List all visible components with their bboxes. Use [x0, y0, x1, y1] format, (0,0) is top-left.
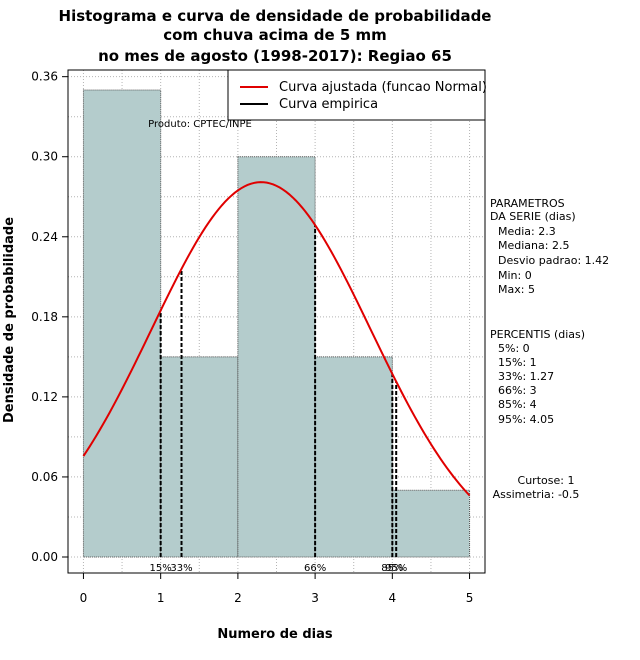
fitted-normal-curve	[82, 181, 471, 497]
x-tick-label-5: 5	[466, 591, 474, 605]
chart-title-line-1: Histograma e curva de densidade de proba…	[59, 7, 492, 25]
y-tick-label-2: 0.12	[31, 390, 58, 404]
x-tick-label-4: 4	[389, 591, 397, 605]
y-tick-label-0: 0.00	[31, 550, 58, 564]
chart-title-line-2: com chuva acima de 5 mm	[163, 26, 387, 44]
histogram-bar-2	[237, 156, 316, 558]
x-tick-label-3: 3	[311, 591, 319, 605]
legend: Curva ajustada (funcao Normal) Curva emp…	[227, 69, 487, 121]
histogram-bar-0	[82, 89, 162, 558]
percentile-label-15: 15%	[150, 563, 172, 574]
param-media: Media: 2.3	[498, 225, 556, 238]
y-tick-label-5: 0.30	[31, 150, 58, 164]
percentil-15: 15%: 1	[498, 356, 537, 369]
y-tick-label-4: 0.24	[31, 230, 58, 244]
x-axis-label: Numero de dias	[217, 627, 333, 642]
x-tick-label-0: 0	[80, 591, 88, 605]
percentil-66: 66%: 3	[498, 384, 537, 397]
y-axis-label: Densidade de probabilidade	[2, 217, 17, 423]
histogram-bar-3	[314, 356, 393, 558]
percentil-5: 5%: 0	[498, 342, 530, 355]
histogram-bar-1	[160, 356, 239, 558]
legend-box	[227, 69, 486, 121]
percentile-label-33: 33%	[170, 563, 192, 574]
param-min: Min: 0	[498, 269, 532, 282]
percentiles-panel: PERCENTIS (dias) 5%: 0 15%: 1 33%: 1.27 …	[490, 328, 585, 426]
param-mediana: Mediana: 2.5	[498, 239, 569, 252]
histogram-bar-4	[391, 489, 471, 558]
percentil-95: 95%: 4.05	[498, 413, 554, 426]
y-tick-label-1: 0.06	[31, 470, 58, 484]
param-desvio: Desvio padrao: 1.42	[498, 254, 609, 267]
percentil-85: 85%: 4	[498, 398, 537, 411]
percentile-lines: 15%33% 66% 85%95%	[150, 225, 407, 574]
percentis-title: PERCENTIS (dias)	[490, 328, 585, 341]
producer-note: Produto: CPTEC/INPE	[148, 119, 252, 130]
stat-curtose: Curtose: 1	[518, 474, 575, 487]
params-title-2: DA SERIE (dias)	[490, 210, 576, 223]
series-parameters: PARAMETROS DA SERIE (dias) Media: 2.3 Me…	[490, 197, 609, 296]
percentile-label-66: 66%	[304, 563, 326, 574]
legend-empirical-label: Curva empirica	[279, 97, 378, 112]
percentile-label-95: 95%	[385, 563, 407, 574]
percentile-label-85: 85%	[381, 563, 403, 574]
params-title-1: PARAMETROS	[490, 197, 565, 210]
y-tick-label-6: 0.36	[31, 70, 58, 84]
x-tick-label-1: 1	[157, 591, 165, 605]
percentil-33: 33%: 1.27	[498, 370, 554, 383]
chart-title-line-3: no mes de agosto (1998-2017): Regiao 65	[98, 47, 452, 65]
histogram-bars	[82, 89, 471, 558]
x-tick-label-2: 2	[234, 591, 242, 605]
axes: 0 1 2 3 4 5 0.00 0.06 0.12 0.18 0.24 0.30 0.36	[31, 70, 473, 605]
param-max: Max: 5	[498, 283, 535, 296]
fitted-curve-layer	[82, 181, 471, 497]
shape-stats: Curtose: 1 Assimetria: -0.5	[493, 474, 580, 501]
y-tick-label-3: 0.18	[31, 310, 58, 324]
stat-assimetria: Assimetria: -0.5	[493, 488, 580, 501]
legend-fit-label: Curva ajustada (funcao Normal)	[279, 80, 487, 95]
